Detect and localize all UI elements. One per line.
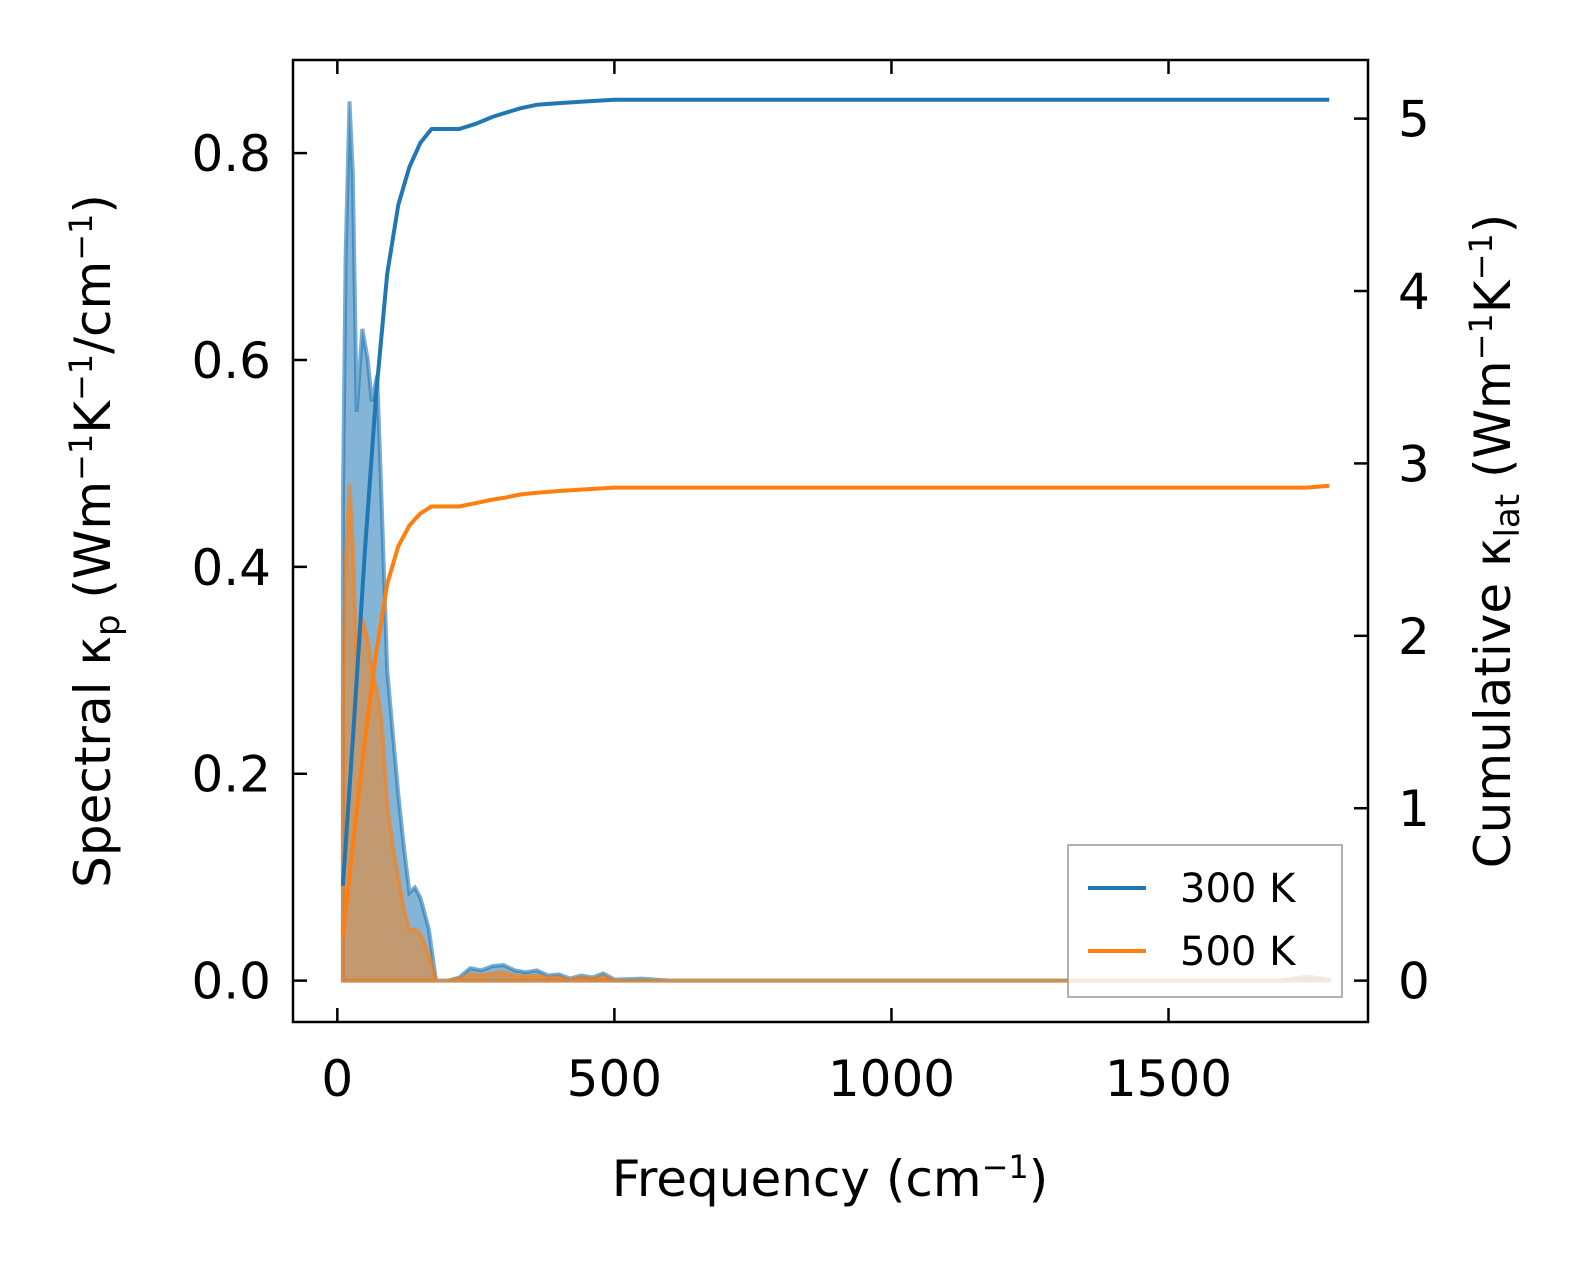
- cumulative-line-500k: [340, 483, 1330, 938]
- y-tick-label-right: 0: [1398, 953, 1430, 1011]
- plot-frame: [291, 58, 1370, 1024]
- x-tick-label: 500: [567, 1050, 662, 1108]
- y-axis-right-label: Cumulative κlat (Wm−1K−1): [1462, 214, 1528, 869]
- x-tick-label: 0: [321, 1050, 353, 1108]
- y-tick-label-right: 1: [1398, 780, 1430, 838]
- y-tick-label-left: 0.8: [191, 125, 271, 183]
- legend: 300 K 500 K: [1067, 844, 1343, 998]
- x-tick-label: 1500: [1105, 1050, 1232, 1108]
- y-axis-left-label: Spectral κp (Wm−1K−1/cm−1): [62, 194, 128, 888]
- y-tick-label-right: 5: [1398, 91, 1430, 149]
- y-tick-label-right: 3: [1398, 435, 1430, 493]
- y-tick-label-left: 0.0: [191, 953, 271, 1011]
- ticks-layer: 0 500 1000 1500 0.0 0.2 0.4 0.6 0.8 0 1 2 3 4 5: [191, 60, 1430, 1108]
- y-tick-label-right: 2: [1398, 608, 1430, 666]
- cumulative-line-300k: [340, 97, 1330, 886]
- series-layer: [340, 97, 1332, 983]
- spectral-area-500k: [340, 483, 1330, 983]
- x-axis-label: Frequency (cm−1): [612, 1148, 1049, 1208]
- legend-frame: [1067, 844, 1343, 998]
- y-tick-label-right: 4: [1398, 263, 1430, 321]
- x-tick-label: 1000: [828, 1050, 955, 1108]
- y-tick-label-left: 0.2: [191, 746, 271, 804]
- legend-label-300k: 300 K: [1180, 866, 1297, 912]
- y-tick-label-left: 0.4: [191, 539, 271, 597]
- legend-label-500k: 500 K: [1180, 929, 1297, 975]
- y-tick-label-left: 0.6: [191, 332, 271, 390]
